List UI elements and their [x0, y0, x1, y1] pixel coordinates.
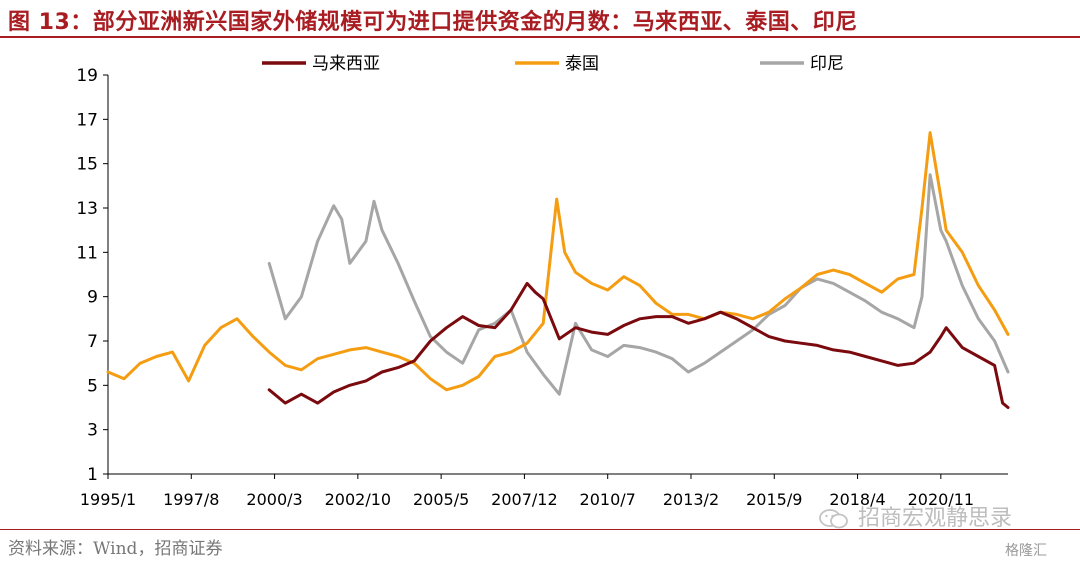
x-tick-label: 2010/7: [580, 490, 636, 509]
y-tick-label: 11: [76, 243, 98, 263]
legend-label: 印尼: [810, 54, 844, 74]
series-line-1: [106, 131, 1010, 392]
y-tick-label: 15: [76, 155, 98, 175]
y-tick-label: 19: [76, 66, 98, 86]
y-tick-label: 9: [87, 288, 98, 308]
x-tick-label: 2018/4: [829, 490, 885, 509]
source-divider: [0, 529, 1080, 530]
x-tick-label: 2000/3: [246, 490, 302, 509]
series-lines: [106, 131, 1010, 409]
y-tick-label: 3: [87, 421, 98, 441]
x-tick-label: 1995/1: [80, 490, 136, 509]
x-tick-label: 2007/12: [491, 490, 557, 509]
watermark: 招商宏观静思录: [858, 506, 1013, 531]
source-badge: 格隆汇: [1005, 543, 1047, 559]
legend-label: 泰国: [565, 54, 599, 74]
chart-title: 图 13：部分亚洲新兴国家外储规模可为进口提供资金的月数：马来西亚、泰国、印尼: [8, 10, 858, 35]
legend-label: 马来西亚: [312, 54, 380, 74]
source-note: 资料来源：Wind，招商证券: [8, 539, 223, 559]
x-tick-label: 1997/8: [163, 490, 219, 509]
y-tick-label: 5: [87, 376, 98, 396]
series-line-2: [267, 173, 1010, 396]
x-tick-label: 2013/2: [663, 490, 719, 509]
y-tick-label: 13: [76, 199, 98, 219]
y-tick-label: 17: [76, 110, 98, 130]
y-tick-label: 7: [87, 332, 98, 352]
x-tick-label: 2002/10: [325, 490, 391, 509]
x-tick-label: 2005/5: [413, 490, 469, 509]
x-tick-label: 2020/11: [908, 490, 974, 509]
x-tick-label: 2015/9: [746, 490, 802, 509]
legend: 马来西亚 泰国 印尼: [262, 54, 844, 74]
wechat-icon: [819, 509, 848, 529]
series-line-0: [267, 281, 1010, 409]
title-divider: [0, 36, 1080, 38]
y-tick-label: 1: [87, 465, 98, 485]
